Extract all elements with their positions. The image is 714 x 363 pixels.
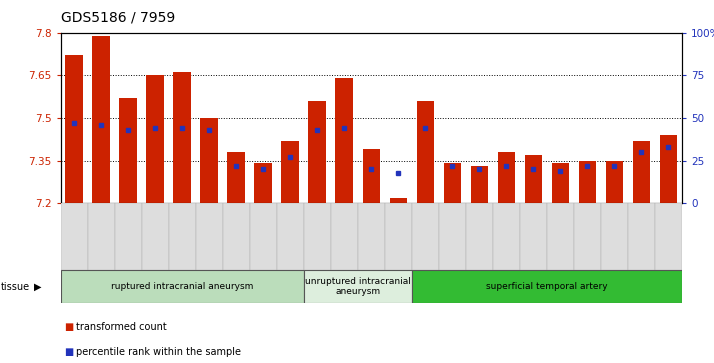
Bar <box>551 163 569 203</box>
Bar <box>174 73 191 203</box>
Bar <box>520 203 547 270</box>
Bar <box>605 161 623 203</box>
Bar <box>336 78 353 203</box>
Text: GDS5186 / 7959: GDS5186 / 7959 <box>61 11 175 25</box>
Bar <box>525 155 542 203</box>
Bar <box>660 135 677 203</box>
Text: ruptured intracranial aneurysm: ruptured intracranial aneurysm <box>111 282 253 291</box>
Bar <box>196 203 223 270</box>
Bar <box>412 270 682 303</box>
Bar <box>578 161 596 203</box>
Text: tissue: tissue <box>1 282 30 292</box>
Bar <box>358 203 385 270</box>
Bar <box>223 203 250 270</box>
Bar <box>169 203 196 270</box>
Bar <box>254 163 272 203</box>
Bar <box>633 141 650 203</box>
Text: transformed count: transformed count <box>76 322 167 332</box>
Text: unruptured intracranial
aneurysm: unruptured intracranial aneurysm <box>305 277 411 297</box>
Bar <box>281 141 299 203</box>
Bar <box>466 203 493 270</box>
Bar <box>146 75 164 203</box>
Text: ▶: ▶ <box>34 282 42 292</box>
Text: ■: ■ <box>64 347 74 357</box>
Bar <box>88 203 115 270</box>
Bar <box>61 203 88 270</box>
Bar <box>493 203 520 270</box>
Bar <box>92 36 110 203</box>
Bar <box>250 203 277 270</box>
Text: percentile rank within the sample: percentile rank within the sample <box>76 347 241 357</box>
Bar <box>416 101 434 203</box>
Text: superficial temporal artery: superficial temporal artery <box>486 282 608 291</box>
Bar <box>115 203 141 270</box>
Text: ■: ■ <box>64 322 74 332</box>
Bar <box>66 56 83 203</box>
Bar <box>201 118 218 203</box>
Bar <box>228 152 245 203</box>
Bar <box>303 203 331 270</box>
Bar <box>655 203 682 270</box>
Bar <box>308 101 326 203</box>
Bar <box>439 203 466 270</box>
Bar <box>303 270 412 303</box>
Bar <box>471 166 488 203</box>
Bar <box>277 203 303 270</box>
Bar <box>331 203 358 270</box>
Bar <box>443 163 461 203</box>
Bar <box>601 203 628 270</box>
Bar <box>61 270 303 303</box>
Bar <box>141 203 169 270</box>
Bar <box>628 203 655 270</box>
Bar <box>390 197 407 203</box>
Bar <box>363 149 380 203</box>
Bar <box>574 203 601 270</box>
Bar <box>498 152 515 203</box>
Bar <box>385 203 412 270</box>
Bar <box>119 98 137 203</box>
Bar <box>412 203 439 270</box>
Bar <box>547 203 574 270</box>
